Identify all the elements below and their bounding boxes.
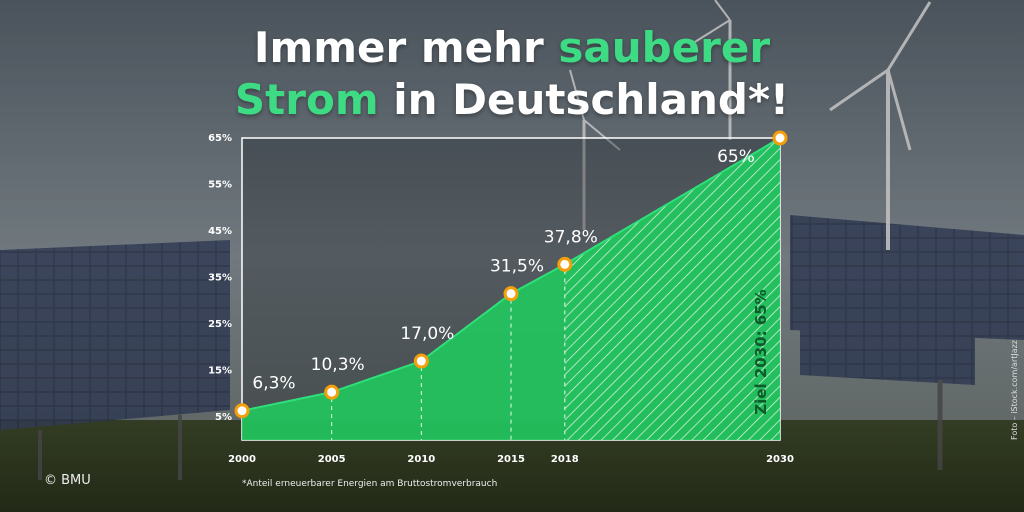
y-tick-label: 25% [208, 319, 232, 330]
copyright-text: © BMU [44, 473, 91, 488]
title-accent-text: Strom [234, 75, 379, 124]
area-historical [242, 264, 565, 440]
data-label: 6,3% [252, 374, 295, 394]
y-tick-label: 15% [208, 365, 232, 376]
x-tick-label: 2010 [407, 454, 435, 465]
data-label: 37,8% [544, 227, 598, 247]
title-accent-text: sauberer [558, 23, 771, 72]
data-point [324, 384, 340, 400]
x-tick-label: 2018 [551, 454, 579, 465]
y-tick-label: 35% [208, 272, 232, 283]
data-label: 17,0% [400, 324, 454, 344]
x-tick-label: 2015 [497, 454, 525, 465]
y-tick-label: 55% [208, 179, 232, 190]
data-point [557, 256, 573, 272]
y-tick-label: 45% [208, 226, 232, 237]
x-tick-label: 2005 [318, 454, 346, 465]
area-projection [564, 138, 780, 440]
title-plain-text: Immer mehr [253, 23, 559, 72]
data-label: 10,3% [311, 355, 365, 375]
y-tick-label: 5% [215, 412, 232, 423]
data-label: 31,5% [490, 257, 544, 277]
data-point [772, 130, 788, 146]
page-title-line-1: Immer mehr sauberer [0, 22, 1024, 74]
data-label: 65% [717, 147, 755, 167]
projection-label: Ziel 2030: 65% [752, 289, 770, 414]
data-point [413, 353, 429, 369]
x-tick-label: 2030 [766, 454, 794, 465]
page-title-line-2: Strom in Deutschland*! [0, 74, 1024, 126]
title-plain-text: in Deutschland*! [378, 75, 790, 124]
y-tick-label: 65% [208, 133, 232, 144]
solar-panels [0, 215, 1024, 480]
data-point [503, 286, 519, 302]
footnote: *Anteil erneuerbarer Energien am Bruttos… [242, 479, 498, 489]
series-line [241, 137, 781, 412]
photo-credit: Foto – iStock.com/artJazz [1010, 339, 1019, 440]
data-point [234, 403, 250, 419]
x-tick-label: 2000 [228, 454, 256, 465]
